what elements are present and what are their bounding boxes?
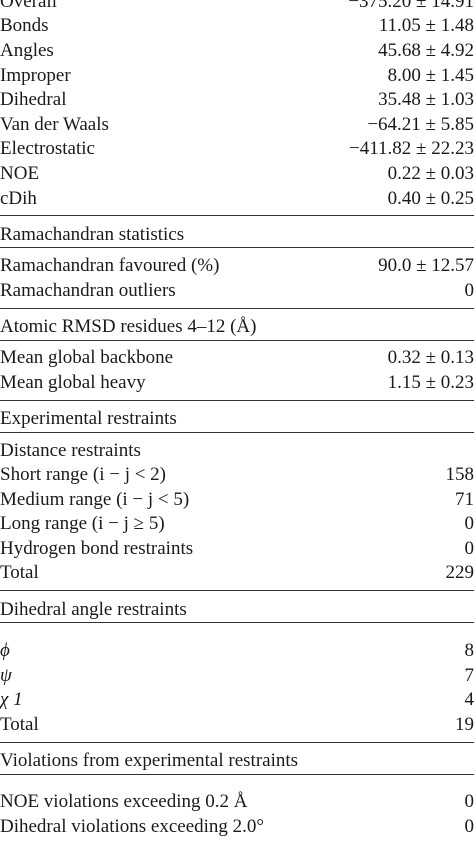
row-value: 35.48 ± 1.03 [378, 89, 474, 111]
row-value: 11.05 ± 1.48 [378, 15, 474, 37]
row-label: ϕ [0, 640, 10, 662]
row-label: Improper [0, 64, 71, 86]
table-row: Ramachandran outliers 0 [0, 278, 474, 303]
dihedral-restraints-section: Dihedral angle restraints ϕ 8 ψ 7 χ 1 4 … [0, 590, 474, 736]
row-label: Total [0, 713, 39, 735]
row-label: Mean global heavy [0, 371, 146, 393]
table-row: χ 1 4 [0, 687, 474, 712]
energy-rows: Overall −375.20 ± 14.91 Bonds 11.05 ± 1.… [0, 0, 474, 210]
row-label: NOE [0, 162, 40, 184]
table-row: Angles 45.68 ± 4.92 [0, 38, 474, 63]
row-value: 158 [445, 464, 474, 486]
table-row: Total 19 [0, 712, 474, 737]
row-value: 71 [455, 488, 474, 510]
row-label: χ 1 [0, 689, 23, 711]
section-heading: Violations from experimental restraints [0, 748, 474, 775]
row-label: Long range (i − j ≥ 5) [0, 513, 165, 535]
row-label: Ramachandran outliers [0, 279, 176, 301]
subsection-heading: Distance restraints [0, 439, 141, 461]
table-row: Long range (i − j ≥ 5) 0 [0, 512, 474, 537]
row-label: Overall [0, 0, 57, 12]
row-label: Dihedral violations exceeding 2.0° [0, 816, 265, 838]
row-value: 1.15 ± 0.23 [387, 371, 474, 393]
table-row: Bonds 11.05 ± 1.48 [0, 14, 474, 39]
row-value: 0.22 ± 0.03 [387, 162, 474, 184]
table-row: Dihedral 35.48 ± 1.03 [0, 87, 474, 112]
row-label: Ramachandran favoured (%) [0, 255, 220, 277]
table-row: Hydrogen bond restraints 0 [0, 536, 474, 561]
table-row: Ramachandran favoured (%) 90.0 ± 12.57 [0, 253, 474, 278]
row-label: Bonds [0, 15, 49, 37]
table-row: cDih 0.40 ± 0.25 [0, 186, 474, 211]
row-value: 0 [464, 791, 474, 813]
row-value: 0 [464, 279, 474, 301]
row-label: Van der Waals [0, 113, 109, 135]
row-value: 45.68 ± 4.92 [378, 39, 474, 61]
table-row: Mean global backbone 0.32 ± 0.13 [0, 346, 474, 371]
ramachandran-section: Ramachandran statistics Ramachandran fav… [0, 215, 474, 302]
table-row: Electrostatic −411.82 ± 22.23 [0, 137, 474, 162]
row-label: ψ [0, 664, 12, 686]
row-value: −375.20 ± 14.91 [348, 0, 474, 12]
table-row: NOE violations exceeding 0.2 Å 0 [0, 790, 474, 815]
row-value: 19 [455, 713, 474, 735]
row-value: 0.32 ± 0.13 [387, 347, 474, 369]
table-row: ψ 7 [0, 663, 474, 688]
row-value: −411.82 ± 22.23 [349, 138, 474, 160]
row-label: Total [0, 562, 39, 584]
table-row: Dihedral violations exceeding 2.0° 0 [0, 814, 474, 839]
row-value: 229 [445, 562, 474, 584]
row-value: 0 [464, 537, 474, 559]
row-value: 8 [464, 640, 474, 662]
section-heading: Dihedral angle restraints [0, 596, 474, 624]
section-heading: Ramachandran statistics [0, 221, 474, 249]
table-row: Overall −375.20 ± 14.91 [0, 0, 474, 14]
table-row: Total 229 [0, 561, 474, 586]
row-value: 0.40 ± 0.25 [387, 187, 474, 209]
row-label: Dihedral [0, 89, 67, 111]
row-label: Hydrogen bond restraints [0, 537, 194, 559]
row-label: Short range (i − j < 2) [0, 464, 167, 486]
row-value: 7 [464, 664, 474, 686]
table-row: Mean global heavy 1.15 ± 0.23 [0, 370, 474, 395]
row-label: Mean global backbone [0, 347, 174, 369]
table-row: Short range (i − j < 2) 158 [0, 462, 474, 487]
row-label: Electrostatic [0, 138, 95, 160]
section-heading: Experimental restraints [0, 406, 474, 433]
violations-section: Violations from experimental restraints … [0, 741, 474, 839]
row-value: 8.00 ± 1.45 [387, 64, 474, 86]
row-value: 0 [464, 513, 474, 535]
row-label: cDih [0, 187, 37, 209]
table-row: Van der Waals −64.21 ± 5.85 [0, 112, 474, 137]
row-value: 4 [464, 689, 474, 711]
row-label: NOE violations exceeding 0.2 Å [0, 791, 248, 813]
table-row: Improper 8.00 ± 1.45 [0, 63, 474, 88]
table-row: ϕ 8 [0, 638, 474, 663]
experimental-restraints-section: Experimental restraints Distance restrai… [0, 399, 474, 586]
row-value: 90.0 ± 12.57 [378, 255, 474, 277]
rmsd-section: Atomic RMSD residues 4–12 (Å) Mean globa… [0, 307, 474, 395]
section-heading: Atomic RMSD residues 4–12 (Å) [0, 314, 474, 341]
row-value: −64.21 ± 5.85 [367, 113, 474, 135]
row-label: Angles [0, 39, 54, 61]
row-value: 0 [464, 816, 474, 838]
row-label: Medium range (i − j < 5) [0, 488, 190, 510]
table-row: NOE 0.22 ± 0.03 [0, 161, 474, 186]
table-row: Medium range (i − j < 5) 71 [0, 487, 474, 512]
